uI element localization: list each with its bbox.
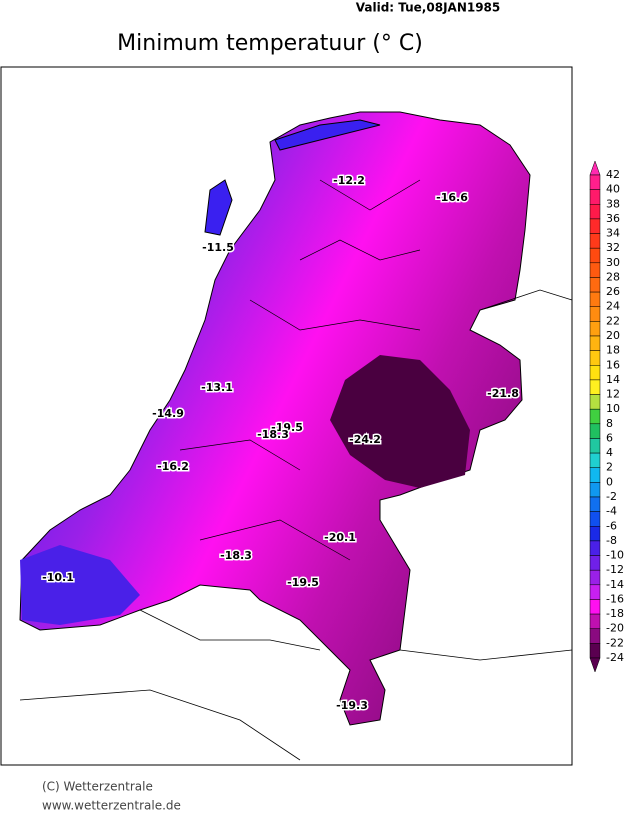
colorbar-band (589, 174, 601, 190)
colorbar-band (589, 218, 601, 234)
colorbar-band (589, 467, 601, 483)
station-label: -19.3 (336, 699, 368, 712)
colorbar-label: 38 (606, 197, 620, 210)
colorbar-band (589, 438, 601, 454)
copyright: (C) Wetterzentrale (42, 780, 153, 794)
colorbar-label: 4 (606, 446, 613, 459)
colorbar-band (589, 335, 601, 351)
station-label: -11.5 (202, 241, 234, 254)
colorbar-label: -6 (606, 519, 617, 532)
colorbar-label: 32 (606, 241, 620, 254)
colorbar-band (589, 628, 601, 644)
station-label: -24.2 (349, 433, 381, 446)
colorbar-label: -22 (606, 636, 624, 649)
colorbar-label: 20 (606, 329, 620, 342)
colorbar-label: -4 (606, 505, 617, 518)
province-borders (179, 179, 421, 561)
colorbar-band (589, 277, 601, 293)
station-label: -16.2 (157, 460, 189, 473)
colorbar-arrow (589, 160, 601, 176)
colorbar-band (589, 408, 601, 425)
colorbar-label: 24 (606, 300, 620, 313)
colorbar-band (589, 496, 601, 512)
colorbar-label: -24 (606, 651, 624, 664)
colorbar-label: 6 (606, 431, 613, 444)
colorbar-label: 26 (606, 285, 620, 298)
colorbar-band (589, 599, 601, 615)
station-label: -14.9 (152, 407, 184, 420)
colorbar-label: 10 (606, 402, 620, 415)
station-labels: -12.2-16.6-11.5-13.1-14.9-19.5-18.3 -24.2… (41, 173, 521, 714)
colorbar-band (589, 189, 601, 205)
station-label: -12.2 (333, 174, 365, 187)
colorbar-band (589, 511, 601, 527)
station-label: -16.6 (436, 191, 468, 204)
colorbar-label: -18 (606, 607, 624, 620)
map (19, 111, 573, 761)
colorbar-arrow (589, 657, 601, 673)
colorbar-label: 22 (606, 314, 620, 327)
colorbar-band (589, 262, 601, 278)
station-label: -13.1 (201, 381, 233, 394)
colorbar-label: 18 (606, 344, 620, 357)
colorbar-label: 42 (606, 168, 620, 181)
station-label: -19.5 (287, 576, 319, 589)
colorbar-band (589, 540, 601, 556)
colorbar-band (589, 321, 601, 337)
colorbar-band (589, 613, 601, 629)
station-label: -18.3 (220, 549, 252, 562)
colorbar-band (589, 526, 601, 542)
colorbar-band (589, 569, 601, 586)
station-label: -19.5 (271, 421, 303, 434)
station-label: -10.1 (42, 571, 74, 584)
colorbar-label: -2 (606, 490, 617, 503)
colorbar-label: 2 (606, 461, 613, 474)
colorbar-band (589, 291, 601, 307)
colorbar-band (589, 233, 601, 249)
colorbar-band (589, 394, 601, 410)
colorbar-band (589, 423, 601, 439)
netherlands-region (19, 111, 531, 726)
colorbar-label: -12 (606, 563, 624, 576)
colorbar-label: 16 (606, 358, 620, 371)
colorbar-band (589, 452, 601, 468)
colorbar-band (589, 306, 601, 322)
colorbar-band (589, 379, 601, 395)
colorbar-label: 8 (606, 417, 613, 430)
colorbar-label: 0 (606, 475, 613, 488)
colorbar-label: -8 (606, 534, 617, 547)
island (204, 179, 233, 236)
cold-core (330, 355, 470, 488)
colorbar-band (589, 482, 601, 498)
colorbar-band (589, 204, 601, 220)
station-label: -21.8 (487, 387, 519, 400)
island (274, 119, 381, 151)
coastal-region (20, 545, 140, 625)
colorbar-label: -16 (606, 592, 624, 605)
colorbar: 424038363432302826242220181614121086420-… (589, 160, 624, 673)
colorbar-band (589, 555, 601, 571)
colorbar-label: 36 (606, 212, 620, 225)
colorbar-band (589, 584, 601, 600)
colorbar-band (589, 247, 601, 264)
colorbar-band (589, 365, 601, 381)
valid-time: Valid: Tue,08JAN1985 (356, 1, 501, 15)
colorbar-label: 34 (606, 227, 620, 240)
colorbar-label: 40 (606, 183, 620, 196)
url: www.wetterzentrale.de (42, 799, 181, 813)
colorbar-label: 14 (606, 373, 620, 386)
colorbar-label: 28 (606, 270, 620, 283)
station-label: -18.3 (257, 428, 289, 441)
station-label: -20.1 (324, 531, 356, 544)
colorbar-label: 30 (606, 256, 620, 269)
colorbar-band (589, 350, 601, 366)
map-title: Minimum temperatuur (° C) (117, 31, 423, 56)
colorbar-label: -20 (606, 622, 624, 635)
country-borders (19, 289, 573, 761)
colorbar-label: 12 (606, 388, 620, 401)
colorbar-band (589, 643, 601, 659)
colorbar-label: -10 (606, 549, 624, 562)
colorbar-label: -14 (606, 578, 624, 591)
